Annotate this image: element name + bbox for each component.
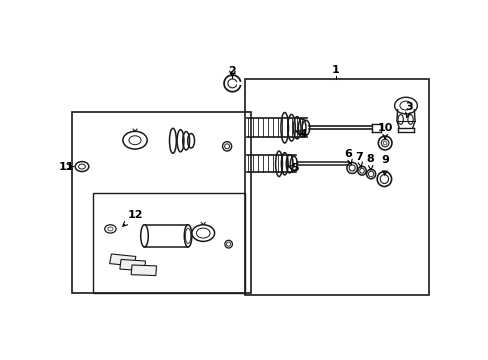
- Text: 6: 6: [344, 149, 352, 165]
- Bar: [72, 112, 250, 293]
- Bar: [244, 79, 428, 296]
- Ellipse shape: [141, 225, 148, 247]
- Bar: [131, 265, 156, 276]
- Text: 3: 3: [405, 102, 412, 117]
- Text: 4: 4: [295, 130, 307, 139]
- Text: 2: 2: [228, 66, 236, 76]
- Text: 10: 10: [377, 122, 392, 139]
- Bar: [120, 260, 145, 271]
- Text: 1: 1: [331, 64, 339, 75]
- Text: 12: 12: [122, 210, 142, 226]
- Text: 11: 11: [59, 162, 74, 172]
- Bar: [109, 254, 136, 266]
- Bar: [93, 193, 244, 293]
- Ellipse shape: [184, 225, 191, 247]
- Text: 5: 5: [287, 163, 299, 173]
- Circle shape: [191, 225, 214, 242]
- Text: 7: 7: [354, 152, 362, 167]
- Text: 8: 8: [366, 154, 373, 170]
- Text: 9: 9: [381, 155, 388, 175]
